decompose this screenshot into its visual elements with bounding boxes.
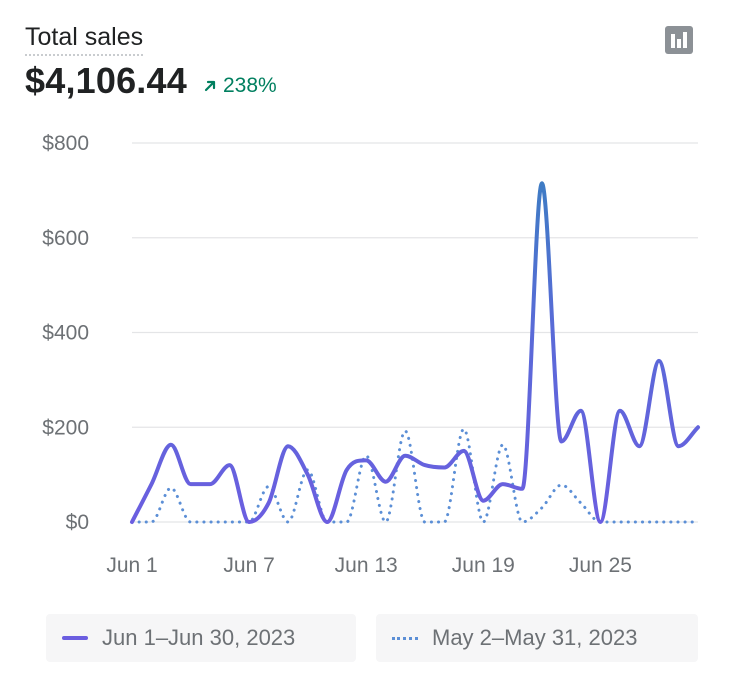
y-tick-label: $200 [42, 416, 89, 439]
y-tick-label: $800 [42, 132, 89, 155]
total-sales-value: $4,106.44 [25, 60, 187, 101]
legend-previous[interactable]: May 2–May 31, 2023 [376, 614, 698, 662]
total-row: $4,106.44 238% [25, 60, 277, 102]
sales-line-chart: $0 $200 $400 $600 $800 Jun 1 Jun 7 Jun 13 Jun 1… [42, 132, 700, 577]
series-line-previous [130, 427, 700, 524]
series-line-current [130, 181, 700, 524]
y-tick-label: $400 [42, 322, 89, 345]
x-tick-label: Jun 7 [223, 554, 274, 577]
legend-dotted-line-icon [392, 636, 418, 640]
y-tick-label: $600 [42, 227, 89, 250]
legend-current-label: Jun 1–Jun 30, 2023 [102, 625, 296, 650]
legend-previous-label: May 2–May 31, 2023 [432, 625, 638, 650]
x-tick-label: Jun 25 [569, 554, 632, 577]
change-percent: 238% [222, 74, 277, 97]
legend-solid-line-icon [62, 636, 88, 640]
x-tick-label: Jun 19 [452, 554, 515, 577]
x-tick-label: Jun 1 [106, 554, 157, 577]
arrow-up-right-icon [204, 80, 216, 92]
legend-current[interactable]: Jun 1–Jun 30, 2023 [46, 614, 356, 662]
y-tick-label: $0 [66, 511, 89, 534]
bar-chart-icon[interactable] [665, 26, 693, 54]
change-badge: 238% [203, 74, 277, 98]
card-title[interactable]: Total sales [25, 22, 144, 56]
x-tick-label: Jun 13 [335, 554, 398, 577]
